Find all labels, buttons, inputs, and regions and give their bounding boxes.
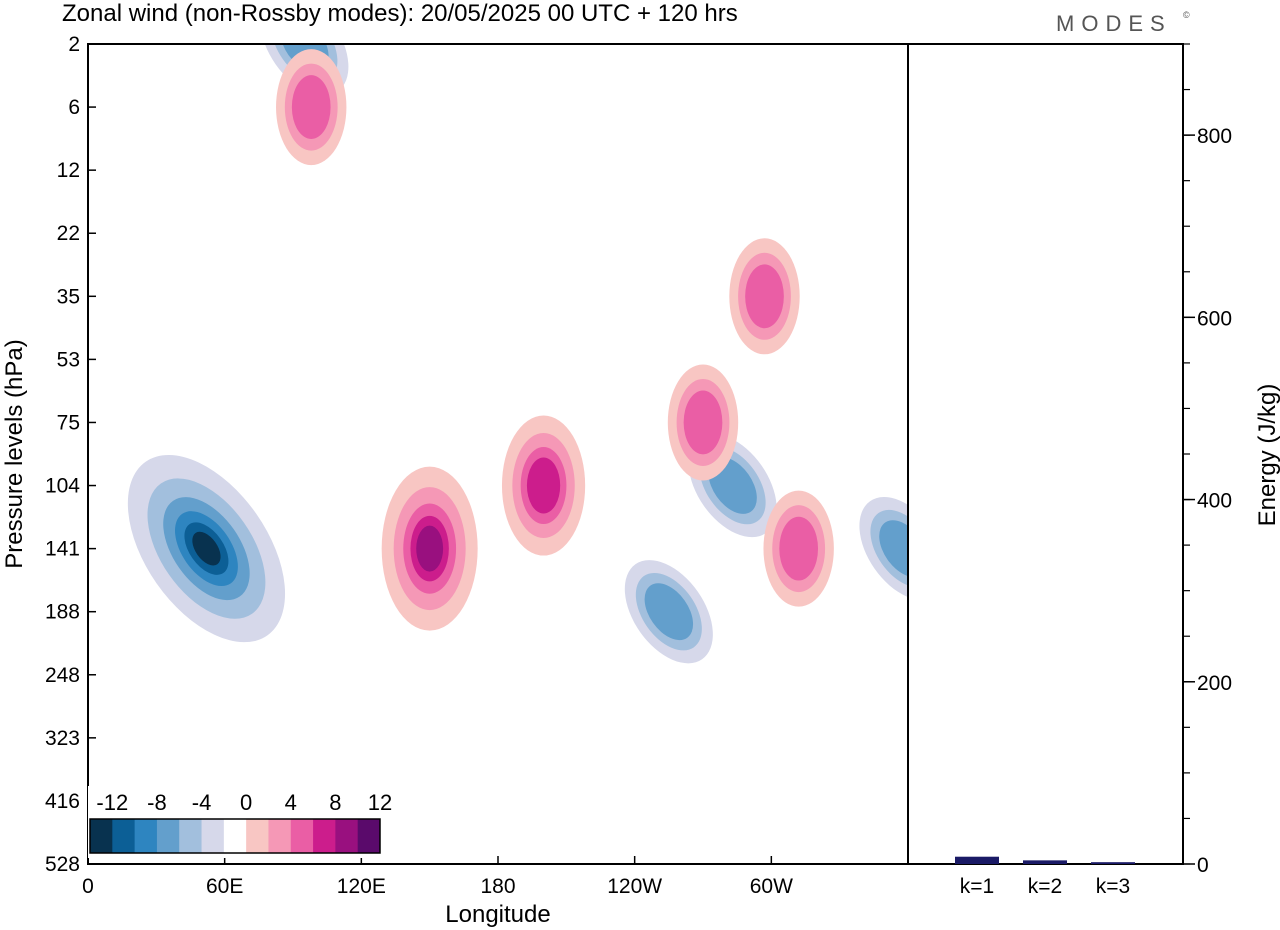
contour-band <box>416 525 444 572</box>
contour-band <box>779 516 819 581</box>
energy-category-label: k=3 <box>1096 875 1130 898</box>
y-tick-label: 6 <box>68 96 80 119</box>
y-tick-label: 75 <box>57 411 80 434</box>
colorbar-swatch <box>112 819 136 853</box>
x-tick-label: 60E <box>206 875 243 898</box>
anomaly-negative <box>127 455 286 643</box>
energy-bar-k2 <box>1023 860 1067 864</box>
contour-band <box>198 539 215 558</box>
energy-tick-label: 200 <box>1197 672 1232 695</box>
anomaly-positive <box>276 49 347 166</box>
x-tick-label: 0 <box>82 875 94 898</box>
energy-tick-label: 400 <box>1197 490 1232 513</box>
colorbar-swatch <box>357 819 381 853</box>
y-tick-label: 323 <box>45 727 80 750</box>
bar-panel-frame <box>907 43 1184 865</box>
colorbar-swatch <box>201 819 225 853</box>
x-tick-label: 60W <box>750 875 793 898</box>
x-tick-label: 120W <box>607 875 662 898</box>
y-tick-label: 35 <box>57 285 80 308</box>
colorbar-swatch <box>246 819 269 853</box>
x-axis-label: Longitude <box>445 901 550 928</box>
y-tick-label: 53 <box>57 348 80 371</box>
anomaly-positive <box>729 238 800 355</box>
colorbar-label: -12 <box>96 790 128 815</box>
contour-band <box>291 75 331 139</box>
x-tick-label: 120E <box>337 875 386 898</box>
energy-bar-k3 <box>1091 862 1135 864</box>
colorbar-label: 12 <box>368 790 392 815</box>
y-tick-label: 416 <box>45 790 80 813</box>
anomaly-negative <box>624 560 713 664</box>
energy-tick-label: 800 <box>1197 125 1232 148</box>
colorbar-swatch <box>134 819 158 853</box>
anomaly-positive <box>763 490 834 607</box>
y-tick-label: 188 <box>45 601 80 624</box>
colorbar-label: -4 <box>192 790 212 815</box>
y-tick-label: 12 <box>57 159 80 182</box>
y-tick-label: 104 <box>45 475 80 498</box>
colorbar-swatch <box>223 819 247 853</box>
colorbar-label: 0 <box>240 790 252 815</box>
colorbar-swatch <box>335 819 359 853</box>
anomaly-positive <box>501 415 586 556</box>
colorbar-label: -8 <box>147 790 167 815</box>
anomaly-positive <box>667 364 739 481</box>
energy-category-label: k=1 <box>960 875 994 898</box>
heatmap-frame <box>87 43 909 865</box>
anomaly-positive <box>381 466 478 631</box>
heatmap-field <box>127 44 908 664</box>
y-tick-label: 141 <box>45 538 80 561</box>
y-axis-label: Pressure levels (hPa) <box>1 339 28 568</box>
energy-bar-k1 <box>955 856 999 864</box>
contour-band <box>745 264 784 329</box>
colorbar-label: 8 <box>329 790 341 815</box>
energy-axis-label: Energy (J/kg) <box>1254 384 1280 527</box>
colorbar-swatch <box>268 819 292 853</box>
colorbar-frame <box>89 818 381 854</box>
colorbar-label: 4 <box>285 790 297 815</box>
modes-logo: MODES <box>1056 11 1172 36</box>
energy-bar-panel: 0 200 400 600 800 k=1 k=2 k=3 <box>907 43 1232 898</box>
energy-category-label: k=2 <box>1028 875 1062 898</box>
contour-band <box>683 390 723 455</box>
x-tick-label: 180 <box>480 875 515 898</box>
anomaly-negative <box>859 496 908 601</box>
copyright-mark: © <box>1183 10 1190 20</box>
colorbar-swatch <box>313 819 336 853</box>
chart-title: Zonal wind (non-Rossby modes): 20/05/202… <box>62 0 738 27</box>
contour-band <box>879 520 908 578</box>
colorbar-swatch <box>290 819 314 853</box>
contour-band <box>526 457 561 514</box>
colorbar-swatch <box>179 819 203 853</box>
colorbar: -12 -8 -4 0 4 8 12 <box>88 786 392 858</box>
energy-tick-label: 600 <box>1197 307 1232 330</box>
y-tick-label: 2 <box>68 33 80 56</box>
energy-tick-label: 0 <box>1197 854 1209 877</box>
y-tick-label: 528 <box>45 853 80 876</box>
y-tick-label: 22 <box>57 222 80 245</box>
colorbar-swatch <box>156 819 180 853</box>
y-tick-label: 248 <box>45 664 80 687</box>
contour-band <box>644 583 694 641</box>
colorbar-swatch <box>90 819 113 853</box>
